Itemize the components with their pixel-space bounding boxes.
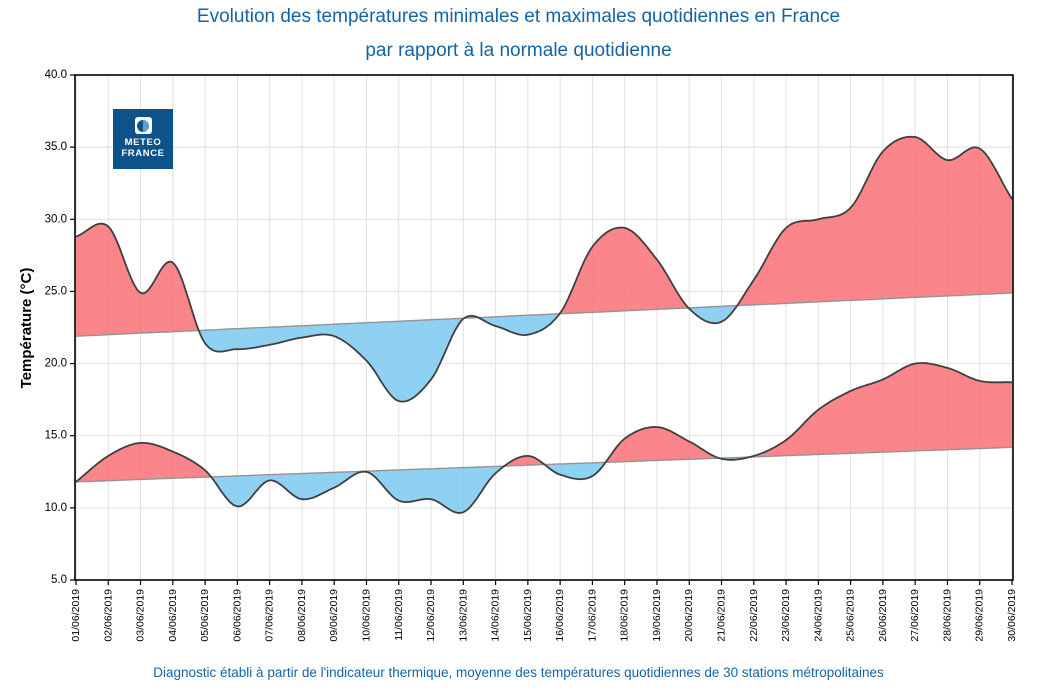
svg-text:23/06/2019: 23/06/2019 [780, 589, 792, 642]
plot-frame [74, 74, 1014, 581]
x-tick-labels: 01/06/2019 02/06/2019 03/06/2019 04/06/2019… [70, 589, 1018, 642]
svg-text:15.0: 15.0 [45, 430, 67, 442]
svg-text:12/06/2019: 12/06/2019 [425, 589, 437, 642]
y-tick-labels: 5.0 10.0 15.0 20.0 25.0 30.0 35.0 40.0 [45, 69, 67, 586]
svg-text:16/06/2019: 16/06/2019 [554, 589, 566, 642]
logo-text-line2: FRANCE [121, 148, 165, 159]
svg-text:19/06/2019: 19/06/2019 [651, 589, 663, 642]
tmin-curve-group [75, 362, 1012, 514]
svg-text:22/06/2019: 22/06/2019 [748, 589, 760, 642]
svg-text:11/06/2019: 11/06/2019 [393, 589, 405, 641]
chart-title-line2: par rapport à la normale quotidienne [365, 40, 672, 61]
svg-text:10.0: 10.0 [45, 502, 67, 514]
tmax-band [76, 136, 1012, 402]
svg-text:20.0: 20.0 [45, 358, 67, 370]
svg-text:30/06/2019: 30/06/2019 [1006, 589, 1018, 642]
svg-text:07/06/2019: 07/06/2019 [264, 589, 276, 642]
svg-text:18/06/2019: 18/06/2019 [619, 589, 631, 642]
svg-text:05/06/2019: 05/06/2019 [199, 589, 211, 642]
svg-text:17/06/2019: 17/06/2019 [586, 589, 598, 642]
tmax-normal-line [75, 292, 1013, 337]
svg-text:15/06/2019: 15/06/2019 [522, 589, 534, 642]
svg-text:29/06/2019: 29/06/2019 [974, 589, 986, 642]
meteo-france-logo: METEO FRANCE [113, 109, 173, 169]
tmin-curve [75, 362, 1012, 514]
svg-text:25/06/2019: 25/06/2019 [845, 589, 857, 642]
svg-text:35.0: 35.0 [45, 141, 67, 153]
tmax-normal [75, 292, 1013, 337]
svg-text:06/06/2019: 06/06/2019 [231, 589, 243, 642]
svg-text:26/06/2019: 26/06/2019 [877, 589, 889, 642]
tmin-band [76, 363, 1012, 513]
svg-text:27/06/2019: 27/06/2019 [909, 589, 921, 642]
meteo-france-icon [134, 117, 152, 134]
svg-text:01/06/2019: 01/06/2019 [70, 589, 82, 642]
logo-text-line1: METEO [124, 137, 162, 148]
svg-text:28/06/2019: 28/06/2019 [941, 589, 953, 642]
tmax-curve [75, 135, 1013, 403]
svg-text:30.0: 30.0 [45, 213, 67, 225]
svg-text:03/06/2019: 03/06/2019 [135, 589, 147, 642]
axis-ticks [70, 74, 1013, 585]
svg-text:10/06/2019: 10/06/2019 [360, 589, 372, 642]
svg-text:14/06/2019: 14/06/2019 [490, 589, 502, 642]
svg-text:40.0: 40.0 [45, 69, 67, 81]
svg-text:02/06/2019: 02/06/2019 [102, 589, 114, 642]
svg-text:13/06/2019: 13/06/2019 [457, 589, 469, 642]
svg-text:04/06/2019: 04/06/2019 [167, 589, 179, 642]
svg-text:25.0: 25.0 [45, 285, 67, 297]
tmax-curve-group [75, 135, 1013, 403]
y-axis-label: Température (°C) [18, 267, 35, 389]
svg-text:5.0: 5.0 [51, 574, 67, 586]
svg-text:08/06/2019: 08/06/2019 [296, 589, 308, 642]
svg-text:21/06/2019: 21/06/2019 [716, 589, 728, 642]
chart-title-line1: Evolution des températures minimales et … [196, 6, 841, 27]
globe-icon [137, 119, 149, 132]
footer-caption: Diagnostic établi à partir de l'indicate… [153, 665, 884, 680]
svg-text:20/06/2019: 20/06/2019 [683, 589, 695, 642]
svg-text:09/06/2019: 09/06/2019 [328, 589, 340, 642]
svg-text:24/06/2019: 24/06/2019 [812, 589, 824, 642]
